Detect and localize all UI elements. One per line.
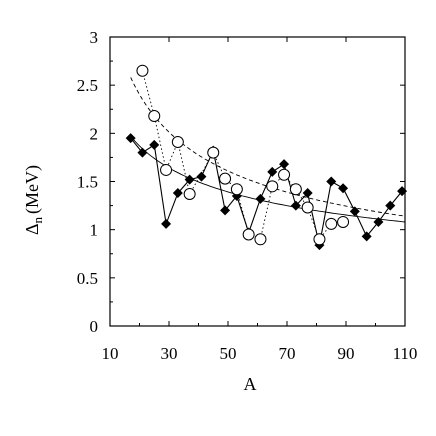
data-point-diamond xyxy=(397,186,408,197)
data-point-diamond xyxy=(172,188,183,199)
y-tick-label: 1 xyxy=(90,221,99,240)
y-tick-label: 3 xyxy=(90,28,99,47)
data-point-circle xyxy=(254,233,267,246)
series-line-filled-diamond xyxy=(130,137,403,246)
y-axis-label-symbol: Δ xyxy=(22,223,42,235)
data-point-circle xyxy=(160,163,173,176)
plot-border xyxy=(109,36,406,327)
x-tick-label: 50 xyxy=(220,344,237,363)
x-axis-ticks: 10 30 50 70 90 110 xyxy=(102,37,418,363)
data-point-diamond xyxy=(255,193,266,204)
data-point-circle xyxy=(230,183,243,196)
x-tick-label: 30 xyxy=(161,344,178,363)
data-point-circle xyxy=(148,109,161,122)
data-point-circle xyxy=(289,183,302,196)
data-point-circle xyxy=(171,136,184,149)
data-point-diamond xyxy=(267,166,278,177)
data-point-diamond xyxy=(196,171,207,182)
y-axis-label: Δn (MeV) xyxy=(22,165,45,235)
data-point-circle xyxy=(219,172,232,185)
y-tick-label: 2.5 xyxy=(77,76,98,95)
data-point-diamond xyxy=(338,183,349,194)
data-point-diamond xyxy=(290,200,301,211)
x-tick-label: 90 xyxy=(338,344,355,363)
x-axis-label: A xyxy=(244,374,257,394)
fit-curves xyxy=(130,77,406,223)
data-point-diamond xyxy=(385,200,396,211)
data-point-circle xyxy=(183,188,196,201)
data-point-diamond xyxy=(373,216,384,227)
data-point-circle xyxy=(325,217,338,230)
data-point-circle xyxy=(266,180,279,193)
data-point-diamond xyxy=(161,218,172,229)
data-series xyxy=(125,64,408,251)
data-point-diamond xyxy=(220,205,231,216)
data-point-circle xyxy=(242,228,255,241)
data-point-diamond xyxy=(349,206,360,217)
data-point-circle xyxy=(301,201,314,214)
x-tick-label: 10 xyxy=(102,344,119,363)
data-point-circle xyxy=(278,168,291,181)
data-point-circle xyxy=(136,64,149,77)
fit-curve-dashed xyxy=(130,77,406,217)
data-point-circle xyxy=(313,233,326,246)
data-point-diamond xyxy=(137,147,148,158)
y-axis-label-subscript: n xyxy=(30,216,45,223)
y-tick-label: 0.5 xyxy=(77,269,98,288)
data-point-diamond xyxy=(302,188,313,199)
y-tick-label: 0 xyxy=(90,317,99,336)
svg-text:Δn(MeV): Δn (MeV) xyxy=(22,165,45,235)
y-tick-label: 1.5 xyxy=(77,173,98,192)
data-point-diamond xyxy=(279,159,290,170)
y-axis-ticks: 0 0.5 1 1.5 2 2.5 3 xyxy=(77,28,405,336)
x-tick-label: 110 xyxy=(393,344,418,363)
data-point-circle xyxy=(337,215,350,228)
data-point-diamond xyxy=(125,133,136,144)
data-point-diamond xyxy=(361,231,372,242)
data-point-diamond xyxy=(326,176,337,187)
data-point-diamond xyxy=(149,139,160,150)
data-point-circle xyxy=(207,146,220,159)
y-axis-label-unit: (MeV) xyxy=(22,165,43,214)
y-tick-label: 2 xyxy=(90,124,99,143)
plot-frame xyxy=(109,36,406,327)
fit-curve-solid xyxy=(130,135,406,223)
x-tick-label: 70 xyxy=(279,344,296,363)
